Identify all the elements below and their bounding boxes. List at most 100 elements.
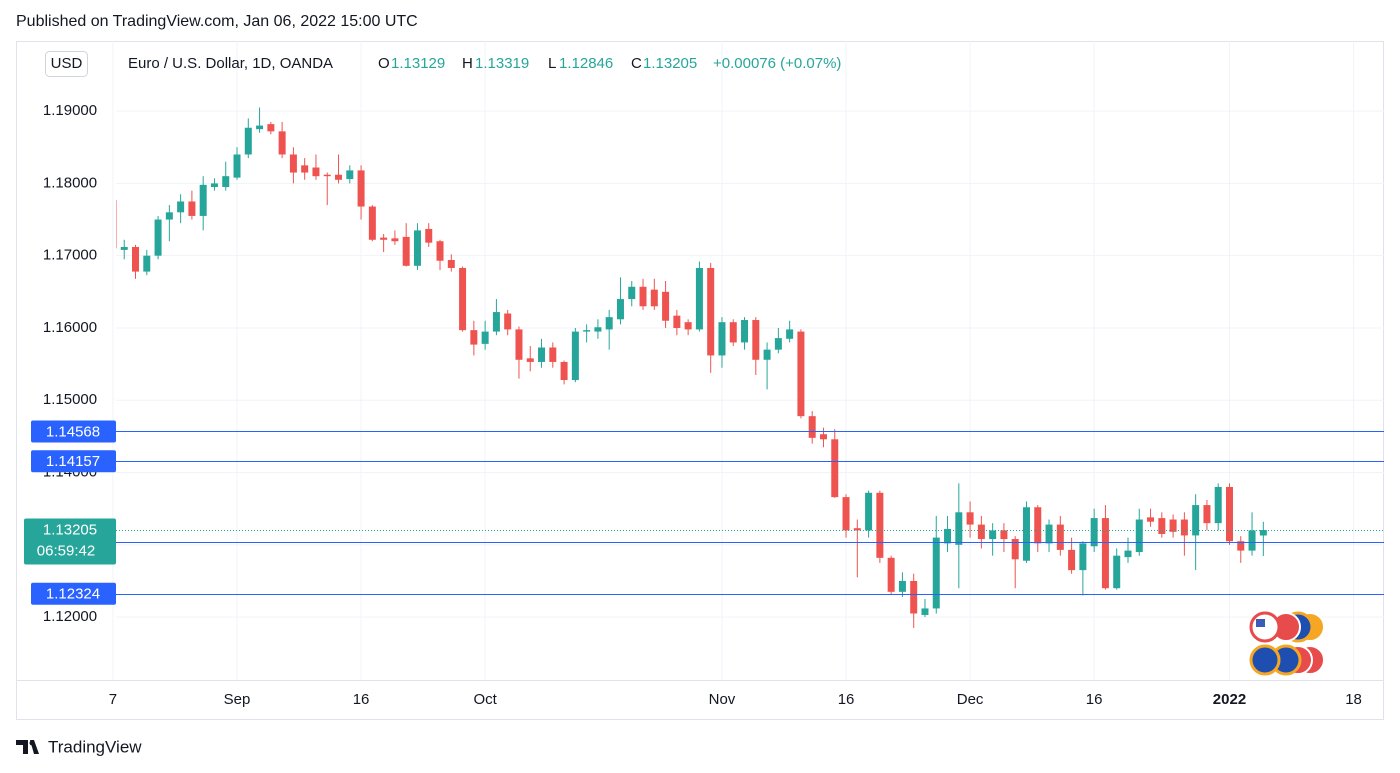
candle-body [1192,505,1200,536]
candle-body [1135,519,1143,553]
candle-body [1180,519,1188,536]
candle-body [989,530,997,540]
candle-body [1056,524,1064,550]
x-tick-label: 16 [838,691,855,708]
candle-body [1124,550,1132,558]
brand-logo [16,740,39,754]
x-tick-label: 16 [353,691,370,708]
y-tick-label: 1.19000 [43,102,97,119]
candle-body [346,170,354,180]
x-tick-label: 7 [109,691,117,708]
candle-body [278,131,286,155]
event-icon [1249,644,1281,676]
candle-body [932,537,940,609]
candle-body [639,286,647,307]
candle-body [289,154,297,173]
candle-body [1147,517,1155,522]
candle-body [504,313,512,330]
chart-frame [16,41,1384,720]
candle-body [391,238,399,242]
currency-box[interactable] [45,51,88,77]
candle-body [116,200,117,249]
y-tick-label: 1.15000 [43,391,97,408]
candle-body [1011,539,1019,560]
level-label: 1.12324 [46,586,100,603]
candle-body [188,201,196,216]
countdown: 06:59:42 [37,542,95,559]
ohlc-label: L [548,55,556,72]
ohlc-label: H [462,55,473,72]
candle-body [831,439,839,498]
candle-body [977,524,985,540]
candle-body [1068,549,1076,571]
candle-body [718,322,726,356]
candle-body [177,201,185,213]
candle-body [165,212,173,220]
candle-body [267,124,275,132]
candle-body [808,416,816,438]
candle-body [865,492,873,531]
plot [116,107,1267,628]
candle-body [650,289,658,307]
candle-body [628,286,636,300]
candle-body [335,174,343,180]
candle-body [594,327,602,332]
candle-body [425,228,433,243]
candle-body [222,176,230,188]
candle-body [819,434,827,440]
candle-body [853,528,861,531]
candle-body [1034,507,1042,544]
overlay [116,431,1384,595]
candle-body [459,267,467,331]
level-label-bg [31,450,116,473]
level-label-bg [31,420,116,443]
x-tick-label: Dec [957,691,984,708]
level-label-bg [31,582,116,605]
grid [112,41,1384,680]
candle-body [1158,518,1166,534]
ohlc-label: C [631,55,642,72]
candle-body [729,322,737,343]
ohlc-value: 1.13129 [391,55,445,72]
candle-body [876,492,884,558]
candle-body [583,330,591,332]
y-tick-label: 1.16000 [43,319,97,336]
candle-body [199,184,207,216]
candle-body [560,361,568,381]
y-tick-label: 1.18000 [43,174,97,191]
candle-body [402,236,410,266]
candle-body [515,329,523,360]
candle-body [368,206,376,240]
ohlc-label: O [378,55,390,72]
candle-body [233,154,241,178]
candle-body [1169,519,1177,532]
candle-body [481,331,489,344]
candle-body [955,512,963,545]
candle-body [120,247,128,250]
logo-dot [29,740,35,746]
candle-body [1090,518,1098,547]
candle-body [1248,530,1256,551]
candle-body [256,125,264,130]
candle-body [616,299,624,320]
candle-body [1113,555,1121,589]
x-tick-label: Nov [709,691,736,708]
candle-body [357,170,365,207]
candle-body [842,497,850,531]
x-tick-label: 16 [1086,691,1103,708]
currency[interactable]: USD [51,55,83,72]
change: +0.00076 (+0.07%) [713,55,841,72]
candle-body [1225,486,1233,542]
candle-body [312,167,320,177]
candle-body [673,315,681,328]
candle-body [695,267,703,330]
candle-body [1079,543,1087,571]
candle-body [1237,541,1245,551]
candle-body [786,329,794,339]
candle-body [470,330,478,345]
x-tick-label: 2022 [1213,691,1246,708]
candle-body [492,312,500,332]
y-tick-label: 1.17000 [43,247,97,264]
